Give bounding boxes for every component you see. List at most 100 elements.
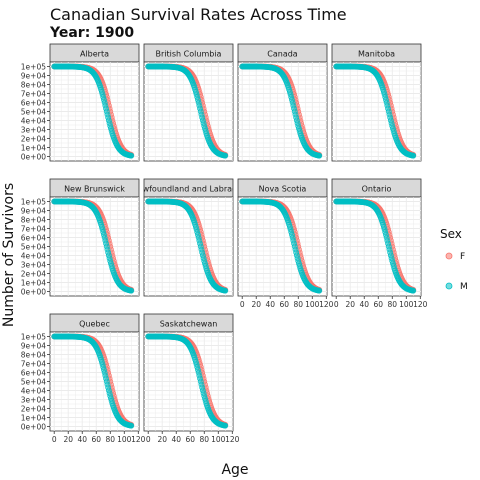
x-tick-label: 100 <box>211 435 226 444</box>
legend-key-f <box>446 253 452 259</box>
x-tick-label: 20 <box>251 300 261 309</box>
data-point <box>223 288 228 293</box>
data-point <box>411 288 416 293</box>
facet-strip-label: Alberta <box>80 50 109 59</box>
x-tick-label: 0 <box>240 300 245 309</box>
x-tick-label: 20 <box>63 435 73 444</box>
y-tick-label: 8e+04 <box>21 351 46 360</box>
y-tick-label: 6e+04 <box>21 99 46 108</box>
y-tick-label: 1e+05 <box>21 333 46 342</box>
x-tick-label: 60 <box>185 435 195 444</box>
x-tick-label: 80 <box>199 435 209 444</box>
facet-panel: Manitoba <box>332 44 421 161</box>
facet-panel: Ontario 0 20 40 60 80 100 120 <box>332 179 428 309</box>
facet-strip-label: New Brunswick <box>64 185 125 194</box>
legend-label-f: F <box>460 252 465 262</box>
data-point <box>129 423 134 428</box>
facet-strip-label: Ontario <box>362 185 392 194</box>
y-tick-label: 9e+04 <box>21 207 46 216</box>
x-tick-label: 100 <box>305 300 320 309</box>
y-tick-label: 4e+04 <box>21 252 46 261</box>
y-tick-label: 3e+04 <box>21 126 46 135</box>
data-point <box>223 423 228 428</box>
y-tick-label: 1e+04 <box>21 414 46 423</box>
x-tick-label: 100 <box>399 300 414 309</box>
x-tick-label: 40 <box>171 435 181 444</box>
y-tick-label: 5e+04 <box>21 378 46 387</box>
x-tick-label: 60 <box>373 300 383 309</box>
y-tick-label: 8e+04 <box>21 216 46 225</box>
x-tick-label: 0 <box>334 300 339 309</box>
y-tick-label: 5e+04 <box>21 108 46 117</box>
x-tick-label: 80 <box>387 300 397 309</box>
chart-title: Canadian Survival Rates Across Time <box>50 5 347 24</box>
facet-strip-label: Manitoba <box>358 50 395 59</box>
legend-key-m <box>446 283 452 289</box>
x-tick-label: 120 <box>319 300 334 309</box>
data-point <box>129 288 134 293</box>
y-tick-label: 3e+04 <box>21 396 46 405</box>
x-tick-label: 60 <box>91 435 101 444</box>
facet-panel: Nova Scotia 0 20 40 60 80 100 120 <box>238 179 334 309</box>
y-tick-label: 6e+04 <box>21 234 46 243</box>
y-tick-label: 2e+04 <box>21 405 46 414</box>
x-tick-label: 80 <box>105 435 115 444</box>
x-tick-label: 120 <box>225 435 240 444</box>
y-tick-label: 2e+04 <box>21 135 46 144</box>
facet-strip-label: Quebec <box>79 320 110 329</box>
y-tick-label: 1e+05 <box>21 198 46 207</box>
facet-panel: Saskatchewan 0 20 40 60 80 100 120 <box>144 314 240 444</box>
x-tick-label: 80 <box>293 300 303 309</box>
facet-strip-label: Nova Scotia <box>259 185 307 194</box>
legend: Sex F M <box>440 227 468 292</box>
y-tick-label: 5e+04 <box>21 243 46 252</box>
y-tick-label: 1e+04 <box>21 279 46 288</box>
chart-subtitle: Year: 1900 <box>49 25 134 41</box>
facet-panel: Newfoundland and Labrador <box>132 179 246 296</box>
y-tick-label: 3e+04 <box>21 261 46 270</box>
facet-strip-label: Newfoundland and Labrador <box>132 185 246 194</box>
x-tick-label: 60 <box>279 300 289 309</box>
x-tick-label: 0 <box>52 435 57 444</box>
x-tick-label: 20 <box>157 435 167 444</box>
legend-label-m: M <box>460 282 468 292</box>
data-point <box>317 288 322 293</box>
y-tick-label: 7e+04 <box>21 90 46 99</box>
facet-panel: New Brunswick 0e+001e+042e+043e+044e+045e… <box>21 179 139 297</box>
x-tick-label: 0 <box>146 435 151 444</box>
facet-strip-label: Canada <box>267 50 298 59</box>
facet-panel: Alberta 0e+001e+042e+043e+044e+045e+046e+… <box>21 44 139 162</box>
y-tick-label: 2e+04 <box>21 270 46 279</box>
x-tick-label: 40 <box>77 435 87 444</box>
y-axis-title: Number of Survivors <box>1 183 17 327</box>
y-tick-label: 0e+00 <box>21 423 46 432</box>
facet-panel: Quebec 0e+001e+042e+043e+044e+045e+046e+0… <box>21 314 146 444</box>
y-tick-label: 0e+00 <box>21 153 46 162</box>
y-tick-label: 9e+04 <box>21 72 46 81</box>
x-tick-label: 20 <box>345 300 355 309</box>
data-point <box>317 153 322 158</box>
y-tick-label: 7e+04 <box>21 225 46 234</box>
y-tick-label: 9e+04 <box>21 342 46 351</box>
data-point <box>223 153 228 158</box>
facet-panels: Alberta0e+001e+042e+043e+044e+045e+046e+… <box>21 44 428 444</box>
y-tick-label: 6e+04 <box>21 369 46 378</box>
facet-strip-label: British Columbia <box>156 50 222 59</box>
x-tick-label: 120 <box>413 300 428 309</box>
x-axis-title: Age <box>221 462 248 478</box>
y-tick-label: 1e+05 <box>21 63 46 72</box>
x-tick-label: 100 <box>117 435 132 444</box>
facet-panel: Canada <box>238 44 327 161</box>
facet-strip-label: Saskatchewan <box>160 320 218 329</box>
y-tick-label: 7e+04 <box>21 360 46 369</box>
y-tick-label: 4e+04 <box>21 387 46 396</box>
data-point <box>411 153 416 158</box>
legend-title: Sex <box>440 227 462 241</box>
data-point <box>129 153 134 158</box>
y-tick-label: 8e+04 <box>21 81 46 90</box>
y-tick-label: 4e+04 <box>21 117 46 126</box>
y-tick-label: 0e+00 <box>21 288 46 297</box>
x-tick-label: 40 <box>265 300 275 309</box>
y-tick-label: 1e+04 <box>21 144 46 153</box>
